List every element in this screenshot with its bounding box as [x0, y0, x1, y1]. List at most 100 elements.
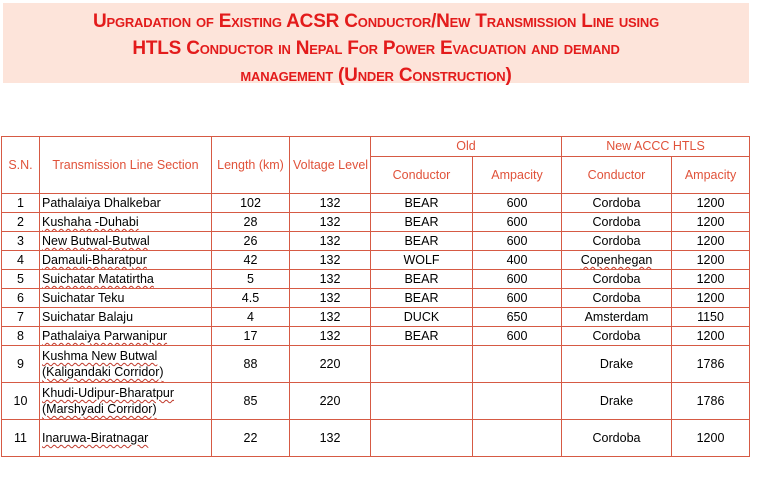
table-row: 4 Damauli-Bharatpur 42 132 WOLF 400 Cope…: [1, 250, 751, 270]
cell-voltage: 132: [289, 269, 371, 289]
cell-voltage: 132: [289, 250, 371, 270]
cell-sn: 3: [1, 231, 40, 251]
cell-voltage: 220: [289, 382, 371, 420]
cell-length: 26: [211, 231, 290, 251]
cell-length: 85: [211, 382, 290, 420]
cell-new-ampacity: 1200: [671, 212, 751, 232]
cell-old-ampacity: 650: [471, 307, 563, 327]
cell-new-ampacity: 1200: [671, 269, 751, 289]
cell-section: Pathalaiya Dhalkebar: [39, 193, 212, 213]
cell-new-conductor: Copenhegan: [561, 250, 673, 270]
cell-section: New Butwal-Butwal: [39, 231, 212, 251]
cell-old-conductor: [370, 345, 473, 383]
table-row: 6 Suichatar Teku 4.5 132 BEAR 600 Cordob…: [1, 288, 751, 308]
cell-voltage: 132: [289, 307, 371, 327]
title-banner: Upgradation of Existing ACSR Conductor/N…: [3, 3, 749, 86]
cell-length: 17: [211, 326, 290, 346]
title-line-2: HTLS Conductor in Nepal For Power Evacua…: [132, 38, 620, 59]
table-row: 5 Suichatar Matatirtha 5 132 BEAR 600 Co…: [1, 269, 751, 289]
cell-sn: 4: [1, 250, 40, 270]
cell-new-conductor: Cordoba: [561, 269, 673, 289]
title-line-1: Upgradation of Existing ACSR Conductor/N…: [92, 11, 660, 32]
cell-voltage: 132: [289, 193, 371, 213]
section-name: Suichatar Teku: [42, 291, 125, 305]
header-old-conductor: Conductor: [370, 156, 473, 194]
cell-sn: 1: [1, 193, 40, 213]
new-conductor-name: Copenhegan: [580, 253, 653, 267]
header-new-conductor: Conductor: [561, 156, 673, 194]
cell-old-conductor: BEAR: [370, 193, 473, 213]
cell-old-ampacity: [471, 419, 563, 457]
table-row: 2 Kushaha -Duhabi 28 132 BEAR 600 Cordob…: [1, 212, 751, 232]
cell-length: 4.5: [211, 288, 290, 308]
cell-old-conductor: BEAR: [370, 212, 473, 232]
cell-old-ampacity: 400: [471, 250, 563, 270]
cell-length: 5: [211, 269, 290, 289]
header-new-ampacity: Ampacity: [671, 156, 751, 194]
cell-sn: 9: [1, 345, 40, 383]
cell-old-ampacity: 600: [471, 193, 563, 213]
table-row: 9 Kushma New Butwal (Kaligandaki Corrido…: [1, 345, 751, 383]
cell-length: 42: [211, 250, 290, 270]
cell-new-conductor: Cordoba: [561, 419, 673, 457]
cell-new-ampacity: 1200: [671, 250, 751, 270]
cell-sn: 5: [1, 269, 40, 289]
section-name: Pathalaiya Dhalkebar: [42, 196, 161, 210]
section-name: Kushaha -Duhabi: [42, 215, 139, 229]
cell-new-ampacity: 1200: [671, 193, 751, 213]
section-name: Damauli-Bharatpur: [42, 253, 147, 267]
cell-new-conductor: Drake: [561, 382, 673, 420]
table-row: 1 Pathalaiya Dhalkebar 102 132 BEAR 600 …: [1, 193, 751, 213]
cell-length: 28: [211, 212, 290, 232]
cell-old-ampacity: [471, 345, 563, 383]
cell-section: Suichatar Matatirtha: [39, 269, 212, 289]
header-old-group: Old: [369, 136, 563, 157]
cell-sn: 6: [1, 288, 40, 308]
cell-section: Damauli-Bharatpur: [39, 250, 212, 270]
cell-new-ampacity: 1200: [671, 231, 751, 251]
section-name: Inaruwa-Biratnagar: [42, 431, 149, 445]
cell-section: Inaruwa-Biratnagar: [39, 419, 212, 457]
cell-new-conductor: Cordoba: [561, 326, 673, 346]
cell-new-conductor: Cordoba: [561, 288, 673, 308]
cell-voltage: 220: [289, 345, 371, 383]
cell-new-conductor: Drake: [561, 345, 673, 383]
cell-new-ampacity: 1150: [671, 307, 751, 327]
cell-old-ampacity: 600: [471, 231, 563, 251]
cell-new-conductor: Amsterdam: [561, 307, 673, 327]
cell-section: Kushma New Butwal (Kaligandaki Corridor): [39, 345, 212, 383]
cell-section: Khudi-Udipur-Bharatpur (Marshyadi Corrid…: [39, 382, 212, 420]
cell-sn: 2: [1, 212, 40, 232]
section-name: New Butwal-Butwal: [42, 234, 150, 248]
cell-new-ampacity: 1200: [671, 326, 751, 346]
title-line-3: management (Under Construction): [240, 65, 512, 86]
table-row: 8 Pathalaiya Parwanipur 17 132 BEAR 600 …: [1, 326, 751, 346]
cell-sn: 10: [1, 382, 40, 420]
cell-old-conductor: BEAR: [370, 269, 473, 289]
cell-old-conductor: BEAR: [370, 288, 473, 308]
cell-section: Suichatar Teku: [39, 288, 212, 308]
cell-voltage: 132: [289, 288, 371, 308]
cell-sn: 8: [1, 326, 40, 346]
header-old-ampacity: Ampacity: [471, 156, 563, 194]
cell-old-conductor: DUCK: [370, 307, 473, 327]
cell-sn: 11: [1, 419, 40, 457]
cell-old-ampacity: 600: [471, 269, 563, 289]
table-row: 10 Khudi-Udipur-Bharatpur (Marshyadi Cor…: [1, 382, 751, 420]
cell-voltage: 132: [289, 326, 371, 346]
cell-new-ampacity: 1200: [671, 288, 751, 308]
header-sn: S.N.: [1, 136, 40, 194]
cell-section: Kushaha -Duhabi: [39, 212, 212, 232]
cell-section: Pathalaiya Parwanipur: [39, 326, 212, 346]
cell-old-conductor: [370, 382, 473, 420]
cell-old-conductor: BEAR: [370, 326, 473, 346]
cell-old-ampacity: 600: [471, 326, 563, 346]
header-section: Transmission Line Section: [39, 136, 212, 194]
cell-voltage: 132: [289, 212, 371, 232]
table-row: 11 Inaruwa-Biratnagar 22 132 Cordoba 120…: [1, 419, 751, 457]
cell-length: 22: [211, 419, 290, 457]
header-length: Length (km): [211, 136, 290, 194]
cell-old-ampacity: [471, 382, 563, 420]
cell-voltage: 132: [289, 231, 371, 251]
cell-old-conductor: WOLF: [370, 250, 473, 270]
